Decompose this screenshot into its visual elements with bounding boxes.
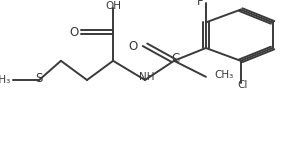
Text: C: C [171,52,180,65]
Text: NH: NH [139,72,154,82]
Text: CH₃: CH₃ [0,75,10,85]
Text: OH: OH [105,1,121,11]
Text: S: S [35,72,43,85]
Text: O: O [128,40,138,53]
Text: F: F [196,0,203,8]
Text: Cl: Cl [237,80,247,90]
Text: O: O [69,25,78,39]
Text: CH₃: CH₃ [215,70,234,80]
